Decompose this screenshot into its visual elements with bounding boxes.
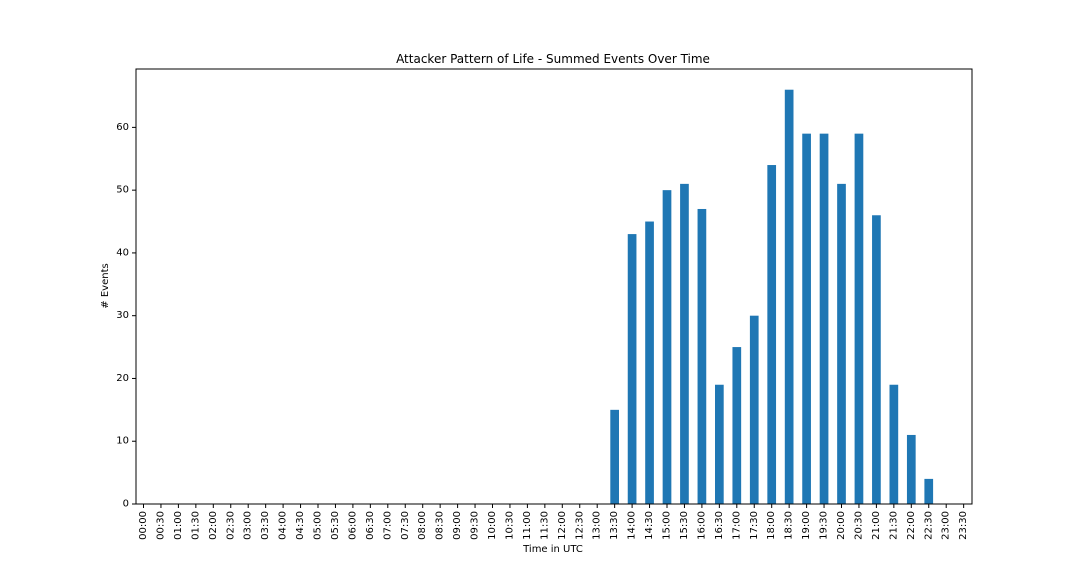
y-tick-label: 50	[116, 185, 129, 196]
x-tick-label: 14:30	[644, 511, 655, 540]
x-tick-label: 06:00	[347, 511, 358, 540]
bar-1730	[749, 315, 759, 504]
bar-1800	[767, 165, 777, 505]
x-axis: 00:00 00:30 01:00 01:30 02:00 02:30 03:00 03:30…	[138, 504, 969, 540]
x-tick-label: 11:00	[522, 511, 533, 540]
bar-2030	[854, 133, 864, 504]
x-tick-label: 14:00	[627, 511, 638, 540]
x-tick-label: 10:30	[504, 511, 515, 540]
x-tick-label: 18:00	[766, 511, 777, 540]
x-tick-label: 08:30	[435, 511, 446, 540]
x-tick-label: 03:30	[260, 511, 271, 540]
x-tick-label: 19:30	[819, 511, 830, 540]
x-tick-label: 13:00	[592, 511, 603, 540]
x-tick-label: 19:00	[801, 511, 812, 540]
bar-2130	[889, 384, 899, 504]
x-tick-label: 17:00	[731, 511, 742, 540]
bar-1600	[697, 208, 707, 505]
x-tick-label: 22:00	[906, 511, 917, 540]
x-tick-label: 15:00	[662, 511, 673, 540]
x-tick-label: 04:00	[278, 511, 289, 540]
x-tick-label: 20:00	[836, 511, 847, 540]
x-tick-label: 22:30	[923, 511, 934, 540]
x-tick-label: 08:00	[417, 511, 428, 540]
bar-1630	[715, 384, 724, 504]
x-tick-label: 21:00	[871, 511, 882, 540]
bar-1530	[680, 183, 689, 504]
x-tick-label: 12:30	[574, 511, 585, 540]
y-axis-label: # Events	[100, 263, 111, 308]
x-tick-label: 04:30	[295, 511, 306, 540]
bar-1930	[819, 133, 829, 504]
bar-1400	[627, 234, 637, 504]
x-tick-label: 05:00	[313, 511, 324, 540]
bars-group	[610, 89, 934, 505]
x-axis-label: Time in UTC	[522, 544, 583, 555]
bar-1330	[610, 409, 619, 504]
x-tick-label: 10:00	[487, 511, 498, 540]
x-tick-label: 00:30	[155, 511, 166, 540]
x-tick-label: 09:30	[470, 511, 481, 540]
bar-2000	[837, 183, 846, 504]
x-tick-label: 03:00	[243, 511, 254, 540]
x-tick-label: 01:00	[173, 511, 184, 540]
x-tick-label: 20:30	[853, 511, 864, 540]
x-tick-label: 23:00	[941, 511, 952, 540]
y-tick-label: 60	[116, 122, 129, 133]
bar-1900	[802, 133, 811, 504]
bar-1830	[784, 89, 794, 505]
x-tick-label: 07:00	[382, 511, 393, 540]
x-tick-label: 12:00	[557, 511, 568, 540]
x-tick-label: 01:30	[190, 511, 201, 540]
bar-1430	[645, 221, 654, 504]
x-tick-label: 18:30	[784, 511, 795, 540]
x-tick-label: 05:30	[330, 511, 341, 540]
plot-frame	[135, 68, 973, 505]
x-tick-label: 13:30	[609, 511, 620, 540]
y-tick-label: 10	[116, 436, 129, 447]
bar-2230	[924, 478, 934, 504]
x-tick-label: 11:30	[539, 511, 550, 540]
x-tick-label: 06:30	[365, 511, 376, 540]
y-tick-label: 30	[116, 310, 129, 321]
y-axis: 0 10 20 30 40 50 60	[116, 122, 136, 510]
x-tick-label: 02:30	[225, 511, 236, 540]
x-tick-label: 00:00	[138, 511, 149, 540]
bar-1700	[732, 347, 742, 504]
x-tick-label: 02:00	[208, 511, 219, 540]
y-tick-label: 40	[116, 247, 129, 258]
x-tick-label: 17:30	[749, 511, 760, 540]
x-tick-label: 21:30	[888, 511, 899, 540]
x-tick-label: 07:30	[400, 511, 411, 540]
y-tick-label: 20	[116, 373, 129, 384]
x-tick-label: 16:00	[696, 511, 707, 540]
x-tick-label: 23:30	[958, 511, 969, 540]
x-tick-label: 09:00	[452, 511, 463, 540]
bar-2200	[906, 434, 916, 504]
bar-1500	[662, 190, 672, 504]
x-tick-label: 16:30	[714, 511, 725, 540]
y-tick-label: 0	[123, 499, 129, 510]
bar-2100	[872, 215, 881, 504]
x-tick-label: 15:30	[679, 511, 690, 540]
chart-title: Attacker Pattern of Life - Summed Events…	[396, 52, 710, 66]
